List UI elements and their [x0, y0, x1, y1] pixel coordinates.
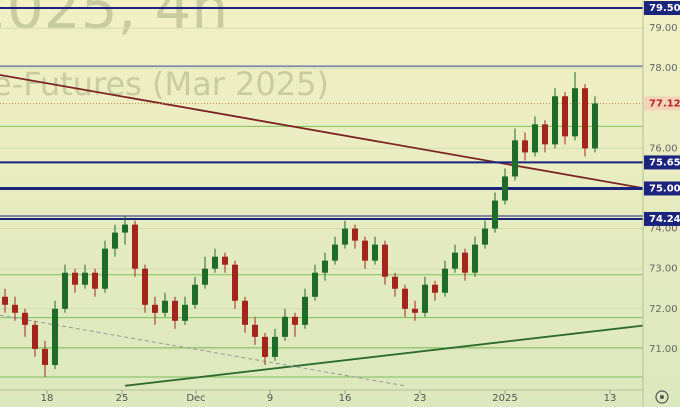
trendline	[0, 314, 406, 387]
gear-icon[interactable]	[655, 390, 669, 404]
y-tick-label: 71.00	[649, 344, 678, 355]
last-price-box	[644, 96, 680, 111]
candle-body	[582, 88, 588, 149]
candle-body	[542, 124, 548, 145]
candle-body	[132, 224, 138, 269]
candle-body	[442, 268, 448, 293]
candle-body	[392, 276, 398, 289]
candle-body	[42, 348, 48, 365]
trendline	[124, 324, 644, 387]
candle-body	[362, 240, 368, 261]
candle-body	[252, 324, 258, 337]
x-tick-label: 18	[41, 393, 54, 404]
candle-body	[122, 224, 128, 233]
level-label-box	[644, 211, 680, 226]
candle-body	[272, 336, 278, 357]
candle-body	[292, 316, 298, 325]
x-tick-label: Dec	[186, 393, 205, 404]
level-label: 75.00	[649, 183, 680, 194]
candle-body	[572, 88, 578, 137]
level-label: 79.50	[649, 3, 680, 14]
candle-body	[452, 252, 458, 269]
candle-body	[212, 256, 218, 269]
candle-body	[492, 200, 498, 229]
candle-body	[512, 140, 518, 177]
trendline	[0, 74, 644, 189]
candle-body	[472, 244, 478, 273]
candle-body	[232, 264, 238, 301]
candle-body	[72, 272, 78, 285]
candle-body	[12, 304, 18, 313]
candle-body	[432, 284, 438, 293]
candle-body	[372, 244, 378, 261]
candle-body	[92, 272, 98, 289]
settings-button[interactable]	[655, 390, 669, 404]
candle-body	[592, 103, 598, 149]
candle-body	[202, 268, 208, 285]
y-tick-label: 72.00	[649, 304, 678, 315]
level-label: 74.24	[649, 214, 680, 225]
candle-body	[192, 284, 198, 305]
x-tick-label: 16	[339, 393, 352, 404]
x-tick-label: 13	[604, 393, 617, 404]
level-label-box	[644, 181, 680, 196]
level-label-box	[644, 155, 680, 170]
candle-body	[342, 228, 348, 245]
candle-body	[62, 272, 68, 309]
plot	[0, 7, 644, 387]
y-tick-label: 76.00	[649, 143, 678, 154]
candle-body	[422, 284, 428, 313]
candle-body	[32, 324, 38, 349]
y-tick-label: 78.00	[649, 63, 678, 74]
watermark: 2025, 4h	[0, 0, 228, 42]
candle-body	[102, 248, 108, 289]
candle-body	[382, 244, 388, 277]
candle-body	[482, 228, 488, 245]
candle-body	[172, 300, 178, 321]
x-tick-label: 25	[116, 393, 129, 404]
candle-body	[302, 296, 308, 325]
candle-body	[222, 256, 228, 265]
gear-icon[interactable]	[660, 395, 664, 399]
candle-body	[532, 124, 538, 153]
candle-body	[402, 288, 408, 309]
candle-body	[412, 308, 418, 313]
candle-body	[262, 336, 268, 357]
level-label-box	[644, 1, 680, 16]
candle-body	[82, 272, 88, 285]
candle-body	[562, 96, 568, 137]
candle-body	[352, 228, 358, 241]
candle-body	[112, 232, 118, 249]
level-label: 75.65	[649, 157, 680, 168]
candle-body	[52, 308, 58, 365]
y-tick-label: 74.00	[649, 224, 678, 235]
candle-body	[332, 244, 338, 261]
candle-body	[552, 96, 558, 145]
candle-body	[462, 252, 468, 273]
candle-body	[152, 304, 158, 313]
last-price-label: 77.12	[649, 98, 680, 109]
candle-body	[322, 260, 328, 273]
y-tick-label: 79.00	[649, 23, 678, 34]
candle-body	[242, 300, 248, 325]
candle-body	[182, 304, 188, 321]
candle-body	[502, 176, 508, 201]
x-tick-label: 9	[267, 393, 273, 404]
candle-body	[282, 316, 288, 337]
candle-body	[522, 140, 528, 153]
x-tick-label: 2025	[492, 393, 517, 404]
candle-body	[22, 312, 28, 325]
x-tick-label: 23	[414, 393, 427, 404]
y-tick-label: 73.00	[649, 264, 678, 275]
candle-body	[2, 296, 8, 305]
candle-body	[162, 300, 168, 313]
candle-body	[312, 272, 318, 297]
candle-body	[142, 268, 148, 305]
